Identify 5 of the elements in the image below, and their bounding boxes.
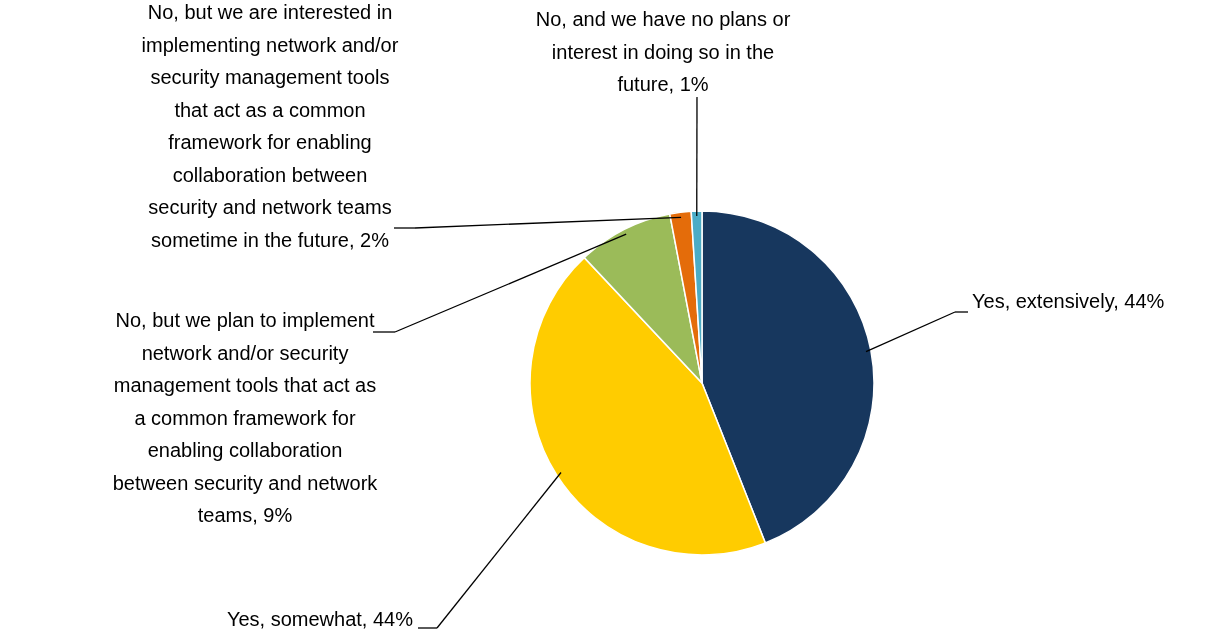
slice-label: No, but we are interested in implementing network and/or security management tools that act as a common framework for enabling collaboration between security and network teams sometime in the future, 2% <box>141 1 399 251</box>
slice-label: Yes, somewhat, 44% <box>226 608 414 630</box>
slice-label: Yes, extensively, 44% <box>972 290 1165 312</box>
slice-label: No, and we have no plans or interest in doing so in the future, 1% <box>535 8 791 95</box>
slice-label: No, but we plan to implement network and/or security management tools that act as a common framework for enabling collaboration between security and network teams, 9% <box>112 309 379 526</box>
